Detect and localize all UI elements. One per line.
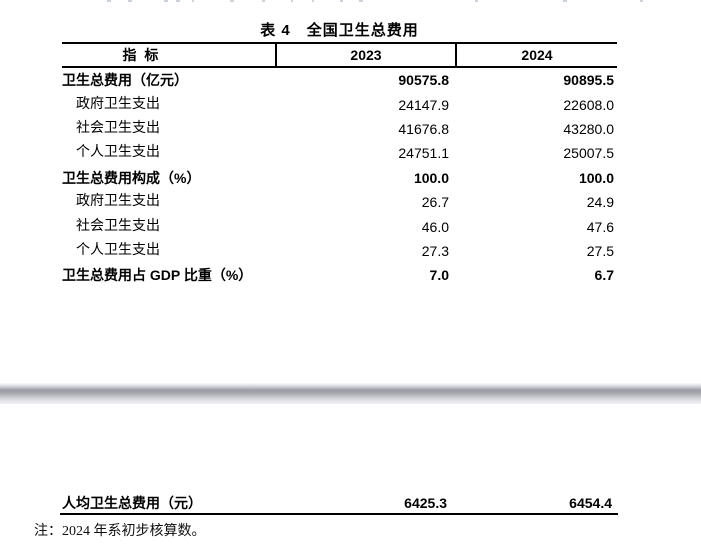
value-2024: 25007.5 (563, 145, 614, 162)
footnote: 注：2024 年系初步核算数。 (34, 524, 206, 539)
clipped-text-remnant-mark (164, 0, 168, 2)
value-2024: 27.5 (586, 242, 614, 259)
column-header-indicator: 指 标 (62, 42, 276, 68)
page-title: 表 4 全国卫生总费用 (260, 22, 419, 39)
clipped-text-remnant-mark (312, 0, 314, 2)
table-row: 个人卫生支出 24751.1 25007.5 (62, 141, 617, 165)
clipped-text-remnant-mark (176, 0, 180, 2)
row-label: 政府卫生支出 (76, 96, 160, 112)
value-2024: 43280.0 (563, 120, 614, 137)
value-2023: 100.0 (413, 169, 449, 186)
value-2024: 24.9 (586, 194, 614, 211)
value-2023: 27.3 (421, 242, 449, 259)
column-header-2023: 2023 (275, 42, 456, 68)
table-row: 政府卫生支出 24147.9 22608.0 (62, 92, 617, 116)
value-2023: 46.0 (421, 218, 449, 235)
row-label: 人均卫生总费用（元） (62, 494, 202, 511)
clipped-text-remnant-mark (291, 0, 293, 2)
table-row: 卫生总费用（亿元） 90575.8 90895.5 (62, 67, 617, 92)
row-label: 个人卫生支出 (76, 242, 160, 258)
value-2024: 47.6 (586, 218, 614, 235)
clipped-text-remnant-mark (107, 0, 111, 2)
clipped-text-remnant-mark (262, 0, 265, 2)
table-row: 卫生总费用占 GDP 比重（%） 7.0 6.7 (62, 263, 617, 287)
value-2024: 90895.5 (563, 72, 614, 89)
clipped-text-remnant-mark (340, 0, 343, 2)
clipped-text-remnant-mark (192, 0, 194, 2)
table-row: 社会卫生支出 46.0 47.6 (62, 214, 617, 238)
value-2024: 100.0 (578, 169, 614, 186)
value-2024: 22608.0 (563, 96, 614, 113)
table-row: 卫生总费用构成（%） 100.0 100.0 (62, 166, 617, 190)
health-expenditure-table: 指 标 2023 2024 卫生总费用（亿元） 90575.8 90895.5 政府卫… (62, 42, 617, 288)
row-label: 个人卫生支出 (76, 145, 160, 161)
row-label: 卫生总费用占 GDP 比重（%） (62, 267, 253, 284)
row-label: 社会卫生支出 (76, 120, 160, 136)
row-label: 卫生总费用构成（%） (62, 169, 201, 186)
value-2023: 24147.9 (398, 96, 449, 113)
table-row: 个人卫生支出 27.3 27.5 (62, 239, 617, 263)
clipped-text-remnant-mark (640, 0, 643, 2)
column-header-2024: 2024 (455, 42, 617, 68)
row-label: 社会卫生支出 (76, 218, 160, 234)
row-label: 政府卫生支出 (76, 194, 160, 210)
page-break-gap (0, 383, 701, 404)
value-2023: 24751.1 (398, 145, 449, 162)
clipped-text-remnant-mark (128, 0, 132, 2)
clipped-text-remnant-mark (475, 0, 478, 2)
value-2023: 41676.8 (398, 120, 449, 137)
table-row: 人均卫生总费用（元） 6425.3 6454.4 (60, 492, 618, 513)
clipped-text-remnant-mark (230, 0, 234, 2)
table-header-row: 指 标 2023 2024 (62, 42, 617, 68)
value-2023: 7.0 (429, 267, 449, 284)
value-2024: 6.7 (594, 267, 614, 284)
clipped-text-remnant-mark (563, 0, 567, 2)
value-2023: 90575.8 (398, 72, 449, 89)
row-label: 卫生总费用（亿元） (62, 72, 188, 89)
table-row: 政府卫生支出 26.7 24.9 (62, 190, 617, 214)
value-2024: 6454.4 (569, 494, 612, 511)
clipped-text-remnant-mark (359, 0, 363, 2)
table-row: 社会卫生支出 41676.8 43280.0 (62, 117, 617, 141)
value-2023: 6425.3 (404, 494, 447, 511)
value-2023: 26.7 (421, 194, 449, 211)
table-continuation: 人均卫生总费用（元） 6425.3 6454.4 (60, 492, 618, 515)
